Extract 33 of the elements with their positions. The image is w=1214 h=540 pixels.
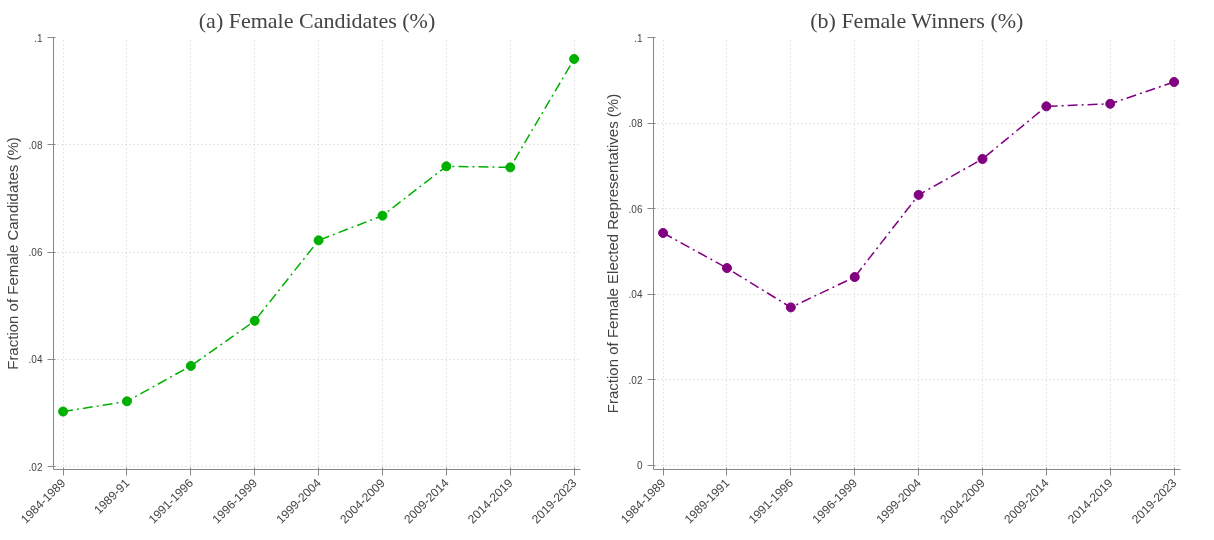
y-axis-title: Fraction of Female Elected Representatives (%) <box>603 93 621 414</box>
chart-title: (a) Female Candidates (%) <box>198 7 436 33</box>
y-tick-label: .02 <box>28 461 43 473</box>
point <box>313 235 324 246</box>
point <box>249 315 260 326</box>
point <box>121 396 132 407</box>
point <box>658 227 669 238</box>
point <box>1105 98 1116 109</box>
y-tick-label: .02 <box>628 374 643 386</box>
y-tick-label: .04 <box>628 289 643 301</box>
y-tick-label: 0 <box>636 460 643 472</box>
point <box>785 302 796 313</box>
point <box>377 210 388 221</box>
y-tick-label: .04 <box>28 354 43 366</box>
y-tick-label: .1 <box>34 32 43 44</box>
chart-title: (b) Female Winners (%) <box>810 7 1024 33</box>
y-tick-label: .06 <box>28 247 43 259</box>
point <box>721 263 732 274</box>
y-tick-label: .08 <box>628 118 643 130</box>
point <box>441 161 452 172</box>
point <box>913 189 924 200</box>
point <box>1169 76 1180 87</box>
point <box>505 162 516 173</box>
point <box>977 153 988 164</box>
y-tick-label: .1 <box>634 32 643 44</box>
y-axis-title: Fraction of Female Candidates (%) <box>3 137 21 370</box>
point <box>185 360 196 371</box>
y-tick-label: .08 <box>28 139 43 151</box>
point <box>569 53 580 64</box>
y-tick-label: .06 <box>628 203 643 215</box>
point <box>849 272 860 283</box>
point <box>58 406 69 417</box>
point <box>1041 101 1052 112</box>
